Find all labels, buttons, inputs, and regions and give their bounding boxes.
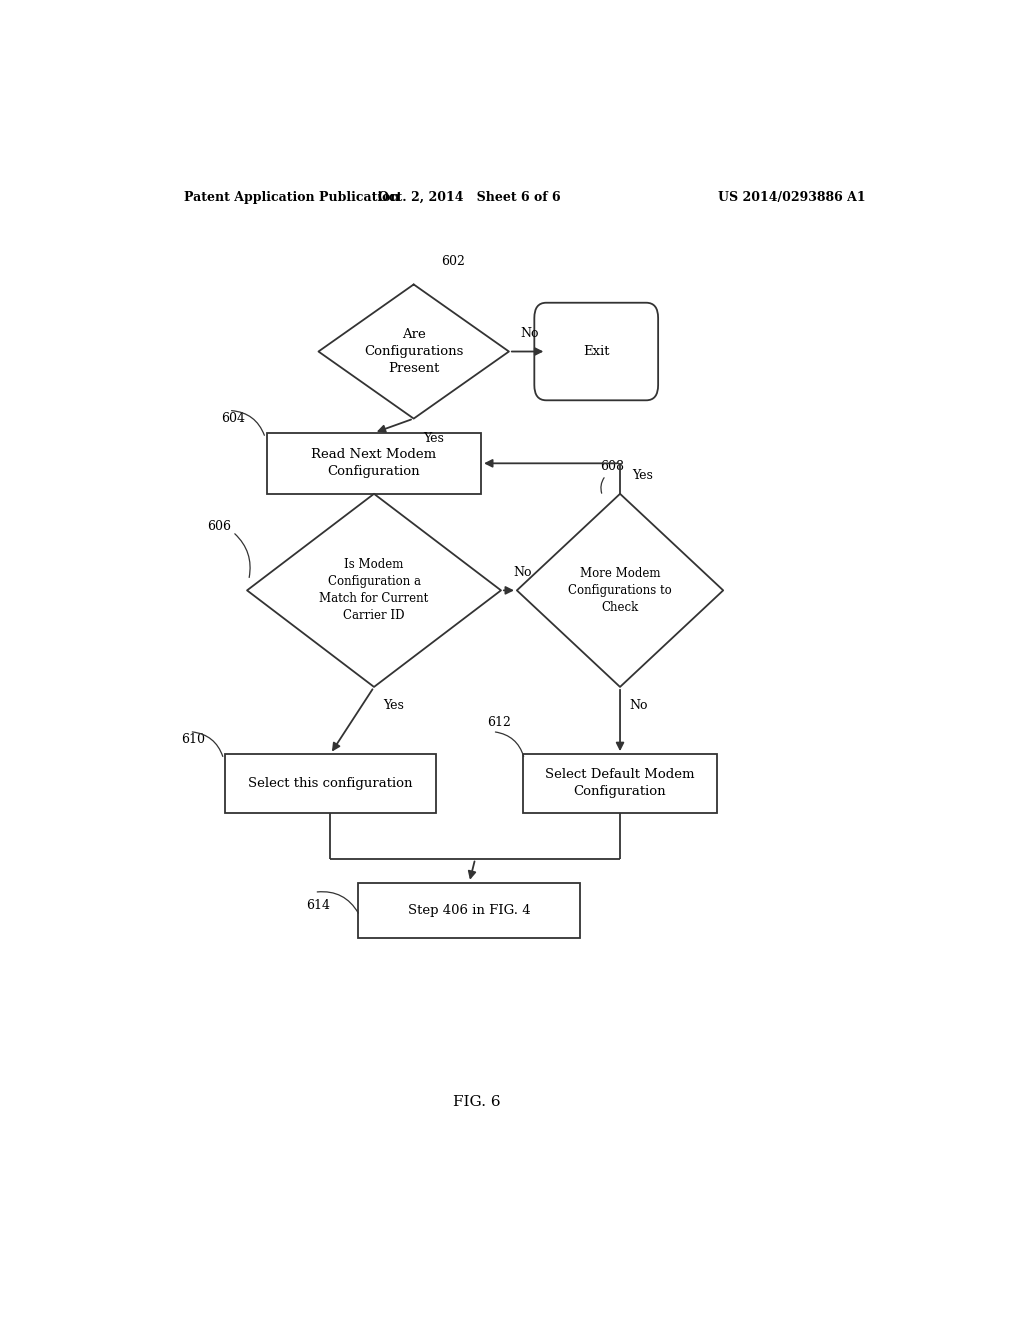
Text: No: No — [521, 327, 540, 339]
Text: Step 406 in FIG. 4: Step 406 in FIG. 4 — [408, 904, 530, 917]
Text: Are
Configurations
Present: Are Configurations Present — [364, 327, 464, 375]
Text: FIG. 6: FIG. 6 — [454, 1094, 501, 1109]
Text: Select this configuration: Select this configuration — [248, 777, 413, 789]
Text: US 2014/0293886 A1: US 2014/0293886 A1 — [719, 190, 866, 203]
Text: 614: 614 — [306, 899, 331, 912]
Text: 610: 610 — [181, 733, 206, 746]
Text: Yes: Yes — [632, 469, 653, 482]
Text: Yes: Yes — [384, 698, 404, 711]
Text: 608: 608 — [600, 461, 625, 474]
Text: No: No — [630, 698, 648, 711]
Text: Is Modem
Configuration a
Match for Current
Carrier ID: Is Modem Configuration a Match for Curre… — [319, 558, 429, 622]
Text: 602: 602 — [441, 255, 465, 268]
FancyBboxPatch shape — [535, 302, 658, 400]
Text: 606: 606 — [207, 520, 231, 533]
Text: Exit: Exit — [583, 345, 609, 358]
Text: Yes: Yes — [423, 433, 444, 445]
FancyBboxPatch shape — [358, 883, 581, 939]
Text: Read Next Modem
Configuration: Read Next Modem Configuration — [311, 449, 436, 478]
Text: 604: 604 — [221, 412, 245, 425]
FancyBboxPatch shape — [267, 433, 481, 494]
Text: 612: 612 — [487, 715, 511, 729]
FancyBboxPatch shape — [225, 754, 435, 813]
Text: Oct. 2, 2014   Sheet 6 of 6: Oct. 2, 2014 Sheet 6 of 6 — [378, 190, 560, 203]
FancyBboxPatch shape — [523, 754, 717, 813]
Text: More Modem
Configurations to
Check: More Modem Configurations to Check — [568, 566, 672, 614]
Text: Patent Application Publication: Patent Application Publication — [183, 190, 399, 203]
Text: No: No — [513, 565, 531, 578]
Text: Select Default Modem
Configuration: Select Default Modem Configuration — [546, 768, 694, 799]
